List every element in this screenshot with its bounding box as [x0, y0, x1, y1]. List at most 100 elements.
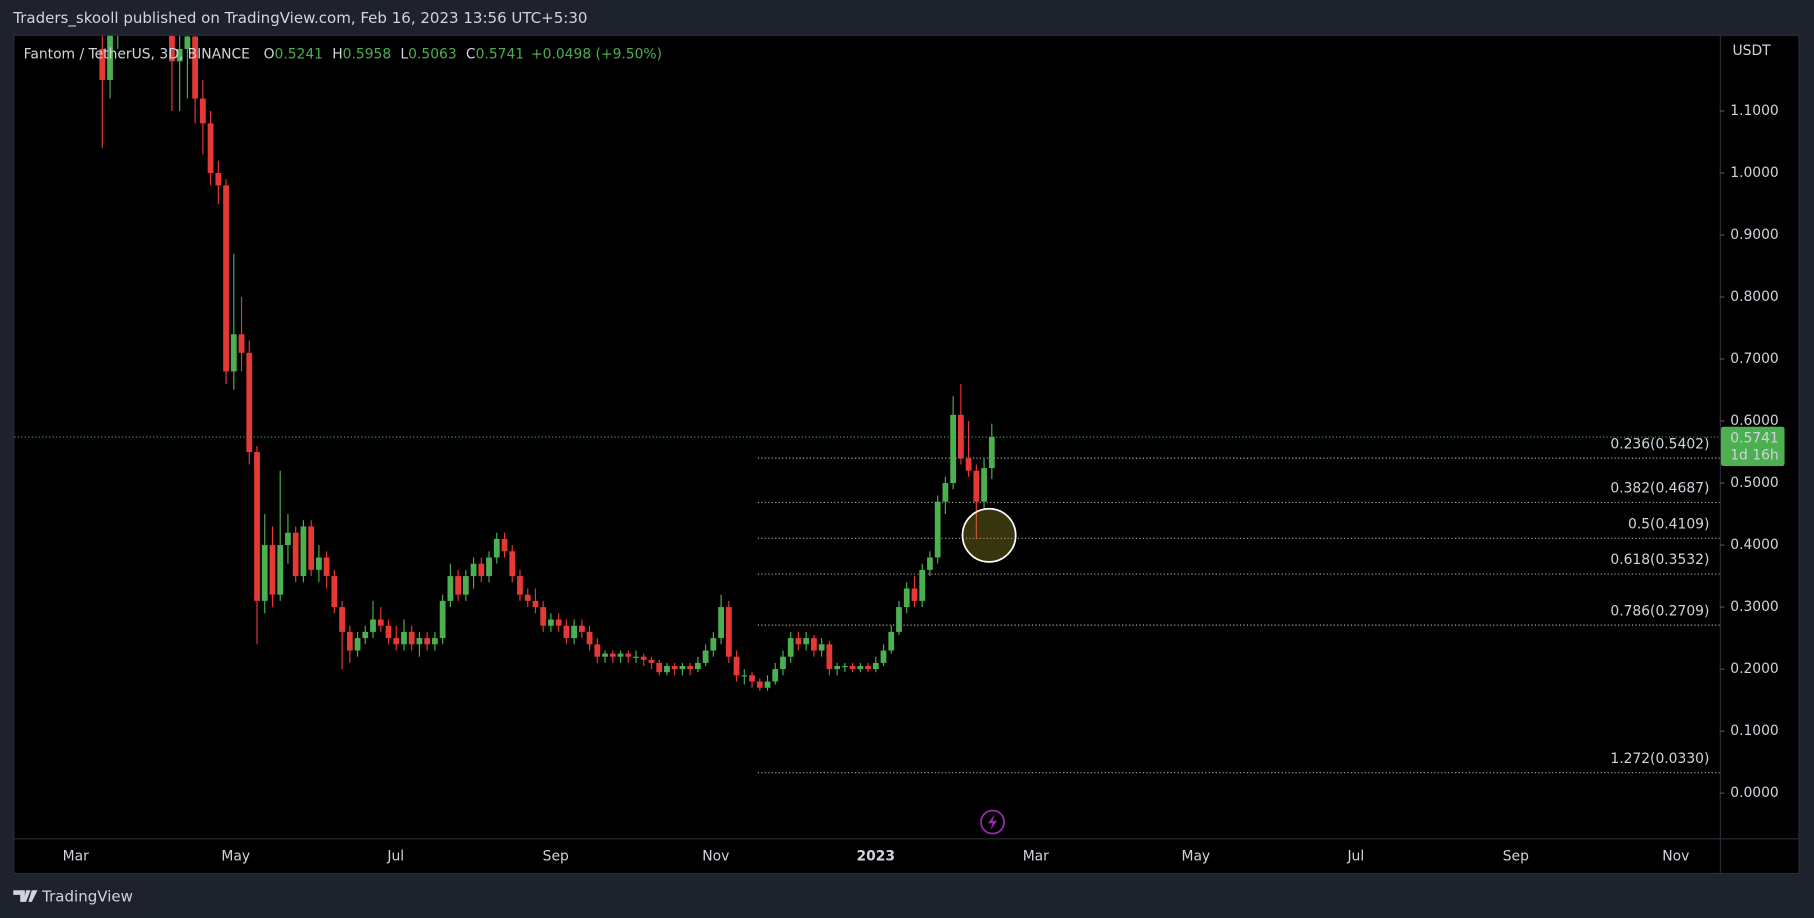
candle-body	[192, 36, 199, 99]
x-tick-label: 2023	[856, 849, 895, 865]
candle-body	[818, 644, 825, 651]
candle-body	[524, 594, 531, 601]
candle-body	[664, 666, 670, 673]
symbol: Fantom / TetherUS, 3D, BINANCE	[24, 46, 250, 62]
highlight-circle	[961, 507, 1017, 563]
candle-body	[640, 656, 647, 660]
candle-body	[772, 669, 779, 682]
candle-body	[555, 619, 562, 626]
candle-body	[107, 35, 113, 80]
candle-body	[811, 638, 817, 651]
candle-body	[424, 638, 431, 645]
candle-body	[841, 666, 848, 668]
last-price-label: 0.5741	[1730, 430, 1779, 446]
candle-body	[370, 619, 376, 632]
published-line: Traders_skooll published on TradingView.…	[12, 9, 587, 28]
candle-body	[385, 625, 392, 639]
candle-body	[346, 631, 353, 651]
candle-body	[478, 563, 485, 577]
candle-body	[880, 650, 887, 663]
ohlc-value: 0.5241	[275, 46, 324, 62]
candle-body	[315, 557, 322, 570]
candle-body	[99, 48, 106, 80]
chart-panel	[13, 34, 1800, 875]
ohlc-key: O	[264, 46, 275, 62]
candle-body	[493, 538, 500, 558]
candle-body	[300, 526, 307, 577]
fib-label: 0.236(0.5402)	[1610, 436, 1709, 452]
candle-body	[725, 607, 732, 657]
candle-body	[981, 468, 987, 502]
candle-body	[571, 625, 578, 639]
candle-body	[207, 123, 214, 173]
candle-body	[718, 607, 724, 639]
candle-body	[408, 631, 415, 645]
x-tick-label: May	[221, 849, 250, 865]
candle-body	[470, 563, 477, 577]
candle-body	[710, 638, 717, 651]
candle-body	[911, 588, 918, 601]
x-tick-label: Mar	[63, 849, 89, 865]
candle-body	[617, 653, 624, 657]
y-tick-label: 0.0000	[1730, 785, 1779, 801]
candle-body	[486, 557, 492, 577]
candle-body	[594, 644, 601, 657]
candle-body	[416, 638, 423, 645]
x-tick-label: Nov	[702, 849, 729, 865]
candle-body	[586, 631, 593, 645]
candle-body	[764, 681, 771, 688]
candle-body	[323, 557, 330, 577]
candle-body	[238, 334, 245, 353]
candle-body	[896, 607, 902, 632]
candle-body	[230, 334, 237, 372]
fib-label: 1.272(0.0330)	[1610, 751, 1709, 767]
fib-label: 0.618(0.3532)	[1610, 552, 1709, 568]
candle-body	[269, 545, 276, 595]
candle-body	[702, 650, 709, 663]
candle-body	[447, 576, 454, 601]
candle-body	[787, 638, 794, 657]
fib-label: 0.5(0.4109)	[1628, 516, 1709, 532]
candle-body	[532, 600, 539, 608]
candle-body	[602, 653, 608, 657]
candle-body	[184, 36, 191, 49]
candle-body	[694, 662, 701, 670]
ohlc-value: 0.5741	[476, 46, 524, 62]
candle-body	[401, 631, 407, 645]
candle-body	[609, 653, 616, 657]
candle-body	[741, 675, 748, 677]
candle-body	[176, 48, 183, 62]
candle-body	[439, 600, 446, 639]
brand-name: TradingView	[41, 888, 133, 906]
candle-body	[834, 666, 840, 670]
candle-body	[246, 352, 253, 453]
ohlc-key: C	[466, 46, 476, 62]
candle-body	[934, 501, 941, 558]
plot-area	[14, 35, 1720, 774]
candle-body	[849, 666, 856, 670]
candle-body	[377, 619, 384, 626]
candle-body	[927, 557, 933, 570]
candle-body	[950, 414, 957, 484]
x-tick-label: Sep	[1503, 849, 1529, 865]
fib-label: 0.786(0.2709)	[1610, 603, 1709, 619]
candle-body	[354, 638, 361, 651]
y-tick-label: 0.5000	[1730, 475, 1779, 491]
candle-body	[903, 588, 910, 608]
candle-body	[857, 666, 864, 670]
candle-body	[756, 681, 763, 688]
candle-body	[285, 532, 291, 546]
fib-label: 0.382(0.4687)	[1610, 481, 1709, 497]
x-tick-label: Jul	[386, 849, 404, 865]
candle-body	[865, 666, 871, 670]
candle-body	[169, 35, 175, 62]
candle-body	[362, 631, 369, 639]
y-tick-label: 0.9000	[1730, 227, 1779, 243]
candle-body	[795, 638, 802, 645]
candle-body	[578, 625, 585, 632]
candle-body	[540, 607, 547, 626]
lightning-button[interactable]	[980, 809, 1005, 835]
candle-body	[942, 483, 949, 502]
